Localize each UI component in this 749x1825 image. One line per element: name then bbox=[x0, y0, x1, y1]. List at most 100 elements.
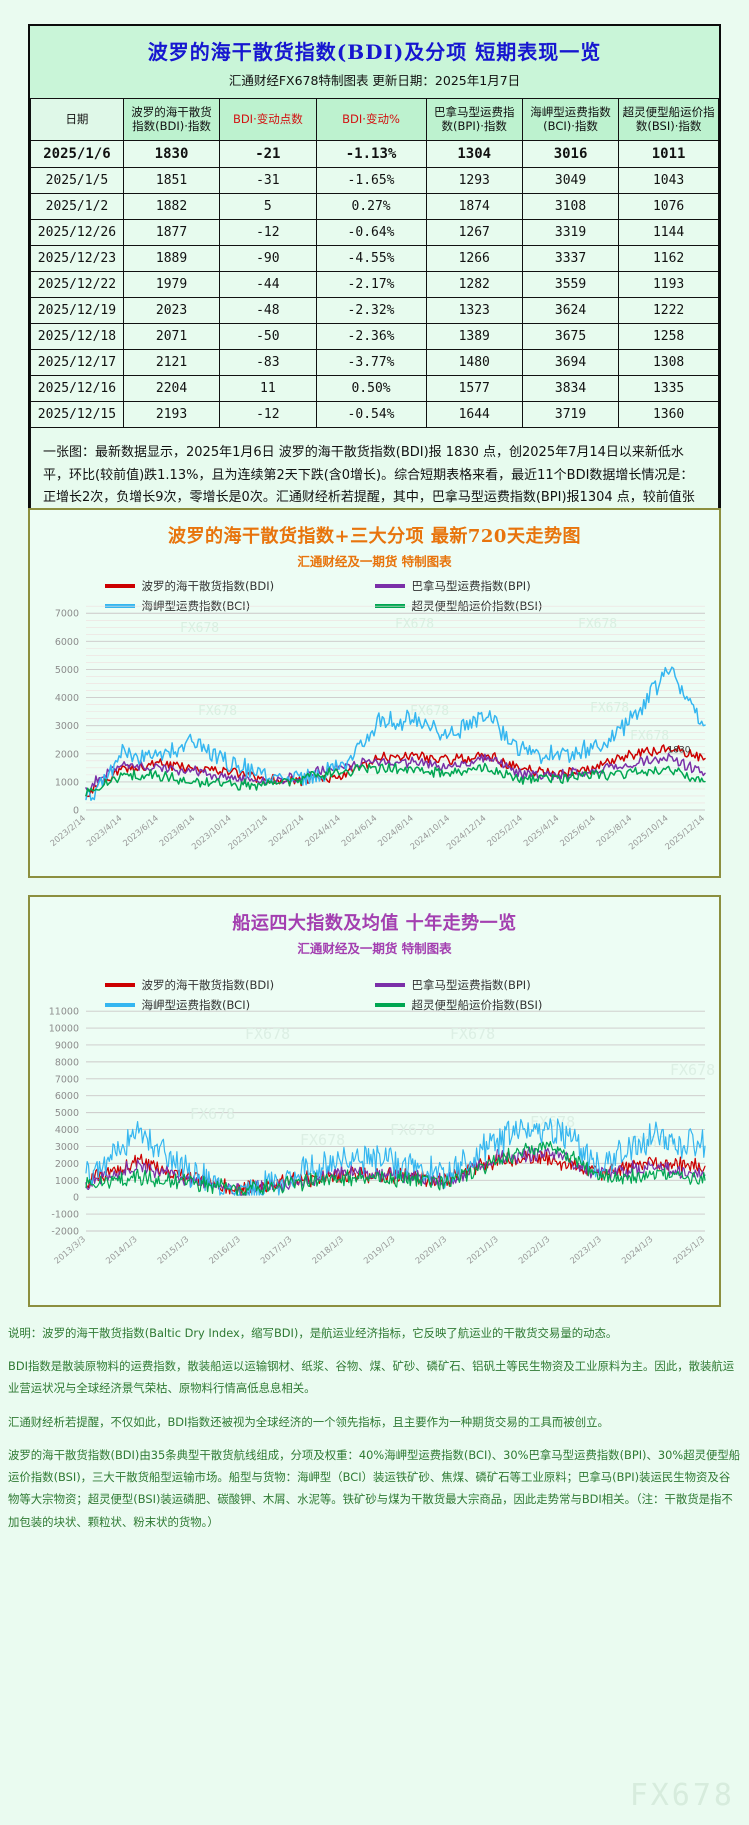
table-row: 2025/1/2 1882 5 0.27% 1874 3108 1076 bbox=[30, 192, 719, 220]
svg-text:2025/2/14: 2025/2/14 bbox=[485, 813, 524, 848]
svg-text:7000: 7000 bbox=[55, 1074, 79, 1085]
cell-date: 2025/1/2 bbox=[30, 192, 124, 220]
svg-text:2017/1/3: 2017/1/3 bbox=[258, 1234, 293, 1266]
cell-bci: 3319 bbox=[521, 218, 620, 246]
svg-text:1000: 1000 bbox=[55, 777, 79, 788]
cell-bsi: 1144 bbox=[618, 218, 719, 246]
legend-label-bci-2: 海岬型运费指数(BCI) bbox=[141, 998, 251, 1012]
svg-text:2025/6/14: 2025/6/14 bbox=[558, 813, 597, 848]
cell-chg: -90 bbox=[219, 244, 317, 272]
cell-pct: -2.32% bbox=[315, 296, 427, 324]
cell-pct: -3.77% bbox=[315, 348, 427, 376]
cell-bci: 3049 bbox=[521, 166, 620, 194]
legend-item-bdi-2: 波罗的海干散货指数(BDI) bbox=[104, 977, 375, 993]
cell-date: 2025/12/15 bbox=[30, 400, 124, 428]
cell-chg: -31 bbox=[219, 166, 317, 194]
chart-720d-subtitle: 汇通财经及一期货 特制图表 bbox=[297, 554, 452, 569]
svg-text:2000: 2000 bbox=[55, 749, 79, 760]
svg-text:5000: 5000 bbox=[55, 1108, 79, 1119]
col-header-bci: 海岬型运费指数(BCI)·指数 bbox=[521, 98, 620, 141]
svg-text:FX678: FX678 bbox=[410, 704, 449, 719]
cell-bdi: 1979 bbox=[122, 270, 221, 298]
cell-bpi: 1266 bbox=[425, 244, 523, 272]
svg-text:2023/1/3: 2023/1/3 bbox=[568, 1234, 603, 1266]
svg-text:11000: 11000 bbox=[49, 1007, 79, 1018]
cell-bdi: 2071 bbox=[122, 322, 221, 350]
cell-date: 2025/12/23 bbox=[30, 244, 124, 272]
svg-text:2024/1/3: 2024/1/3 bbox=[619, 1234, 654, 1266]
chart-10y-plot: -2000 -1000 0 1000 2000 3000 4000 5000 6000 7000 8… bbox=[30, 897, 719, 1305]
chart-10y-card: 船运四大指数及均值 十年走势一览 汇通财经及一期货 特制图表 波罗的海干散货指数… bbox=[28, 895, 721, 1307]
svg-text:2023/12/14: 2023/12/14 bbox=[226, 813, 269, 852]
legend-item-bpi: 巴拿马型运费指数(BPI) bbox=[374, 578, 645, 594]
cell-bdi: 1889 bbox=[122, 244, 221, 272]
legend-swatch-bpi-2 bbox=[374, 983, 405, 987]
cell-date: 2025/1/6 bbox=[30, 139, 124, 168]
col-header-bdi: 波罗的海干散货指数(BDI)·指数 bbox=[122, 98, 221, 141]
cell-bci: 3694 bbox=[521, 348, 620, 376]
svg-text:7000: 7000 bbox=[55, 609, 79, 620]
svg-text:FX678: FX678 bbox=[180, 621, 219, 636]
cell-chg: -21 bbox=[219, 139, 317, 168]
table-row: 2025/12/26 1877 -12 -0.64% 1267 3319 1144 bbox=[30, 218, 719, 246]
svg-text:6000: 6000 bbox=[55, 637, 79, 648]
svg-text:2018/1/3: 2018/1/3 bbox=[310, 1234, 345, 1266]
svg-text:FX678: FX678 bbox=[630, 729, 669, 744]
page-title: 波罗的海干散货指数(BDI)及分项 短期表现一览 bbox=[30, 26, 719, 68]
cell-bsi: 1011 bbox=[618, 139, 719, 168]
cell-pct: -1.65% bbox=[315, 166, 427, 194]
svg-text:2016/1/3: 2016/1/3 bbox=[207, 1234, 242, 1266]
table-row: 2025/12/16 2204 11 0.50% 1577 3834 1335 bbox=[30, 374, 719, 402]
cell-bsi: 1335 bbox=[618, 374, 719, 402]
svg-text:2025/4/14: 2025/4/14 bbox=[521, 813, 560, 848]
cell-bdi: 2023 bbox=[122, 296, 221, 324]
cell-date: 2025/12/22 bbox=[30, 270, 124, 298]
cell-bci: 3559 bbox=[521, 270, 620, 298]
footnote-4: 波罗的海干散货指数(BDI)由35条典型干散货航线组成，分项及权重：40%海岬型… bbox=[8, 1447, 741, 1529]
legend-label-bpi: 巴拿马型运费指数(BPI) bbox=[411, 579, 531, 593]
cell-pct: -2.36% bbox=[315, 322, 427, 350]
cell-bsi: 1360 bbox=[618, 400, 719, 428]
svg-text:2023/4/14: 2023/4/14 bbox=[84, 813, 123, 848]
legend-item-bci-2: 海岬型运费指数(BCI) bbox=[104, 997, 375, 1013]
col-header-bsi: 超灵便型船运价指数(BSI)·指数 bbox=[618, 98, 719, 141]
cell-bsi: 1308 bbox=[618, 348, 719, 376]
cell-chg: 11 bbox=[219, 374, 317, 402]
table-subtitle: 汇通财经FX678特制图表 更新日期：2025年1月7日 bbox=[30, 68, 719, 98]
cell-bdi: 1877 bbox=[122, 218, 221, 246]
svg-text:9000: 9000 bbox=[55, 1040, 79, 1051]
svg-text:FX678: FX678 bbox=[578, 617, 617, 632]
legend-label-bsi-2: 超灵便型船运价指数(BSI) bbox=[411, 998, 543, 1012]
svg-text:10000: 10000 bbox=[49, 1024, 79, 1035]
legend-swatch-bsi-2 bbox=[374, 1003, 405, 1007]
cell-chg: -12 bbox=[219, 400, 317, 428]
svg-text:FX678: FX678 bbox=[590, 701, 629, 716]
table-row: 2025/1/6 1830 -21 -1.13% 1304 3016 1011 bbox=[30, 139, 719, 168]
svg-text:FX678: FX678 bbox=[390, 1121, 435, 1139]
cell-bci: 3016 bbox=[521, 139, 620, 168]
svg-text:FX678: FX678 bbox=[670, 1061, 715, 1079]
svg-text:-2000: -2000 bbox=[51, 1227, 79, 1238]
cell-bpi: 1323 bbox=[425, 296, 523, 324]
legend-swatch-bdi-2 bbox=[104, 983, 135, 987]
cell-bpi: 1304 bbox=[425, 139, 523, 168]
svg-text:2022/1/3: 2022/1/3 bbox=[516, 1234, 551, 1266]
svg-text:6000: 6000 bbox=[55, 1091, 79, 1102]
cell-bci: 3834 bbox=[521, 374, 620, 402]
table-row: 2025/12/22 1979 -44 -2.17% 1282 3559 1193 bbox=[30, 270, 719, 298]
svg-text:2024/2/14: 2024/2/14 bbox=[266, 813, 305, 848]
svg-text:2025/1/3: 2025/1/3 bbox=[671, 1234, 706, 1266]
cell-bpi: 1480 bbox=[425, 348, 523, 376]
cell-bci: 3624 bbox=[521, 296, 620, 324]
legend-label-bdi: 波罗的海干散货指数(BDI) bbox=[141, 579, 275, 593]
svg-text:8000: 8000 bbox=[55, 1057, 79, 1068]
table-row: 2025/12/15 2193 -12 -0.54% 1644 3719 1360 bbox=[30, 400, 719, 428]
svg-text:2023/2/14: 2023/2/14 bbox=[48, 813, 87, 848]
svg-text:2019/1/3: 2019/1/3 bbox=[362, 1234, 397, 1266]
col-header-bdi-change-points: BDI·变动点数 bbox=[219, 98, 317, 141]
svg-text:2014/1/3: 2014/1/3 bbox=[104, 1234, 139, 1266]
cell-bsi: 1222 bbox=[618, 296, 719, 324]
legend-label-bpi-2: 巴拿马型运费指数(BPI) bbox=[411, 978, 531, 992]
col-header-bdi-change-pct: BDI·变动% bbox=[315, 98, 427, 141]
svg-text:FX678: FX678 bbox=[450, 1025, 495, 1043]
